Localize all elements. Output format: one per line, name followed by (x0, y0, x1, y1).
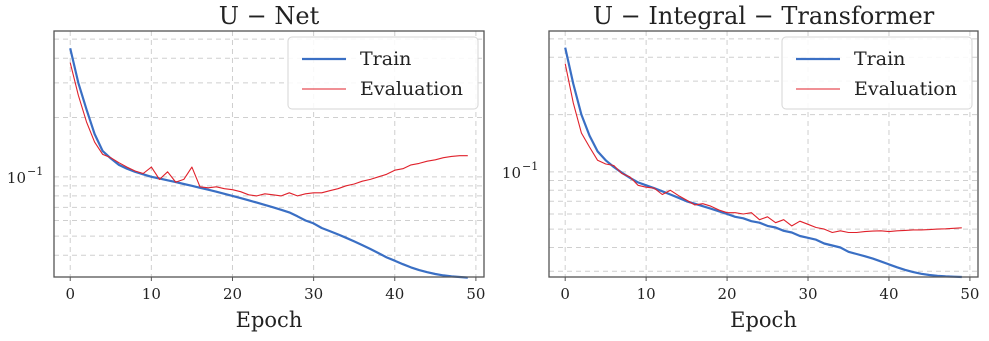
legend-label-train: Train (360, 48, 411, 70)
y-tick-label: 10 −1 (502, 160, 538, 182)
legend-label-evaluation: Evaluation (854, 78, 957, 100)
x-axis-label: Epoch (236, 308, 303, 332)
x-tick-label: 0 (560, 285, 570, 303)
series-line-train (69, 47, 468, 279)
y-tick-base: 10 (7, 169, 26, 187)
x-tick-label: 50 (466, 285, 485, 303)
x-tick-label: 30 (304, 285, 323, 303)
plot-frame (53, 30, 485, 278)
x-tick-label: 10 (142, 285, 161, 303)
x-tick-label: 50 (960, 285, 979, 303)
x-tick-label: 0 (65, 285, 75, 303)
series-line-evaluation (69, 62, 468, 197)
x-axis-label: Epoch (730, 308, 797, 332)
chart-title: U − Integral − Transformer (593, 2, 935, 30)
x-tick-label: 30 (798, 285, 817, 303)
y-tick-exponent: −1 (522, 160, 538, 173)
plot-frame (548, 30, 979, 278)
legend-label-train: Train (854, 48, 905, 70)
x-tick-label: 40 (879, 285, 898, 303)
legend: Train Evaluation (781, 36, 973, 110)
chart-title: U − Net (219, 2, 320, 30)
legend-box (287, 36, 479, 110)
y-tick-label: 10 −1 (7, 165, 43, 187)
legend-label-evaluation: Evaluation (360, 78, 463, 100)
series-line-evaluation (564, 63, 962, 234)
x-tick-label: 20 (223, 285, 242, 303)
y-tick-exponent: −1 (27, 165, 43, 178)
x-tick-label: 20 (718, 285, 737, 303)
legend-box (781, 36, 973, 110)
y-tick-base: 10 (502, 164, 521, 182)
x-tick-label: 40 (385, 285, 404, 303)
x-tick-label: 10 (637, 285, 656, 303)
legend: Train Evaluation (287, 36, 479, 110)
